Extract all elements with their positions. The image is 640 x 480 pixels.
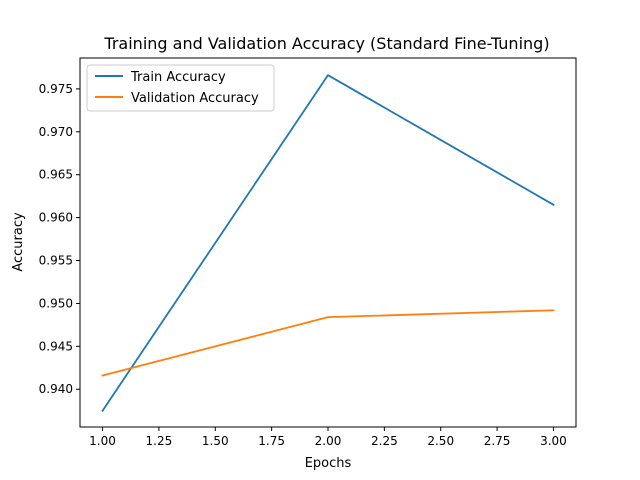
- y-axis-label: Accuracy: [11, 212, 26, 272]
- x-tick-label: 2.50: [427, 434, 454, 448]
- y-tick-label: 0.950: [39, 296, 73, 310]
- x-tick-label: 1.25: [146, 434, 173, 448]
- legend-box: [86, 64, 275, 112]
- data-point-train-accuracy: [327, 74, 329, 76]
- data-point-validation-accuracy: [327, 316, 329, 318]
- y-tick-label: 0.970: [39, 125, 73, 139]
- x-tick-label: 2.75: [484, 434, 511, 448]
- x-tick-label: 3.00: [540, 434, 567, 448]
- x-tick-label: 2.00: [315, 434, 342, 448]
- chart-title: Training and Validation Accuracy (Standa…: [103, 34, 549, 53]
- legend: Train Accuracy Validation Accuracy: [86, 64, 275, 112]
- y-tick-label: 0.960: [39, 211, 73, 225]
- data-point-train-accuracy: [101, 409, 104, 412]
- data-point-validation-accuracy: [552, 309, 555, 312]
- y-tick-label: 0.955: [39, 254, 73, 268]
- data-point-train-accuracy: [552, 203, 555, 206]
- x-axis-label: Epochs: [305, 456, 352, 471]
- y-tick-label: 0.940: [39, 382, 73, 396]
- y-axis: 0.940 0.945 0.950 0.955 0.960 0.965 0.970 0.975: [39, 82, 80, 396]
- data-point-validation-accuracy: [101, 374, 104, 377]
- y-tick-label: 0.975: [39, 82, 73, 96]
- series-layer: [101, 74, 555, 412]
- x-tick-label: 2.25: [371, 434, 398, 448]
- x-tick-label: 1.50: [202, 434, 229, 448]
- x-tick-label: 1.00: [89, 434, 116, 448]
- y-tick-label: 0.965: [39, 168, 73, 182]
- legend-label-train: Train Accuracy: [130, 70, 226, 85]
- legend-label-validation: Validation Accuracy: [131, 91, 259, 106]
- y-tick-label: 0.945: [39, 339, 73, 353]
- x-tick-label: 1.75: [258, 434, 285, 448]
- x-axis: 1.00 1.25 1.50 1.75 2.00 2.25 2.50 2.75 3.00: [89, 427, 567, 448]
